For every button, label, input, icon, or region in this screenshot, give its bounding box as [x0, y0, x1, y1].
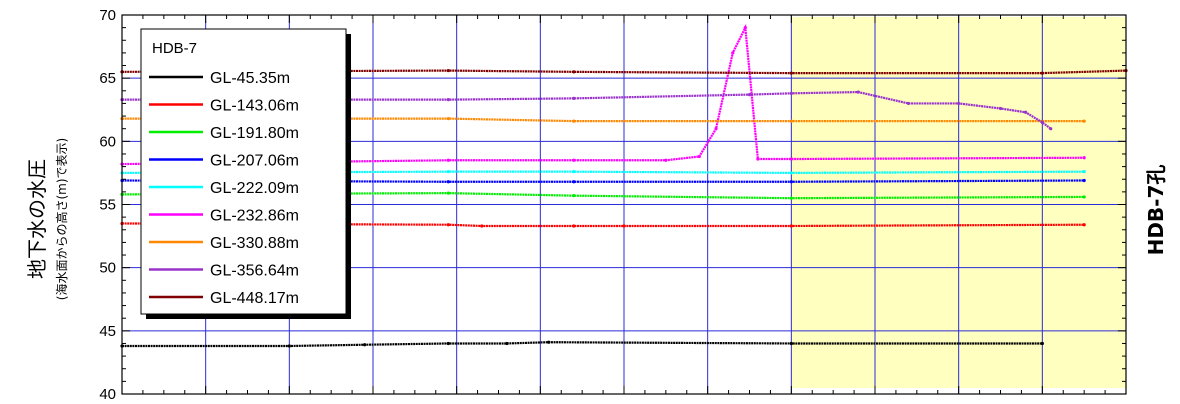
- data-point: [1082, 119, 1086, 123]
- data-point: [572, 194, 576, 198]
- data-point: [1040, 341, 1044, 346]
- data-point: [572, 119, 576, 123]
- data-point: [1082, 178, 1086, 183]
- data-point: [446, 68, 450, 73]
- data-point: [789, 180, 793, 184]
- data-point: [572, 180, 576, 184]
- legend-label: GL-448.17m: [210, 290, 299, 307]
- legend-item: GL-222.09m: [149, 180, 299, 197]
- series-GL-45.35m: [120, 340, 1044, 348]
- legend-label: GL-191.80m: [210, 125, 299, 142]
- data-point: [446, 158, 450, 162]
- data-point: [1040, 120, 1044, 124]
- legend-item: GL-356.64m: [149, 263, 299, 280]
- legend-title: HDB-7: [152, 40, 197, 57]
- data-point: [446, 341, 450, 346]
- data-point: [856, 90, 860, 94]
- data-point: [664, 158, 668, 162]
- series-line: [122, 90, 1052, 130]
- data-point: [446, 98, 450, 102]
- data-point: [789, 157, 793, 161]
- legend-label: GL-330.88m: [210, 235, 299, 252]
- data-point: [446, 223, 450, 227]
- data-point: [789, 196, 793, 200]
- data-point: [789, 341, 793, 346]
- legend-item: GL-448.17m: [149, 290, 299, 307]
- data-point: [789, 224, 793, 228]
- y-tick-label: 50: [99, 260, 116, 277]
- legend-item: GL-143.06m: [149, 98, 299, 115]
- data-point: [572, 96, 576, 100]
- legend-item: GL-191.80m: [149, 125, 299, 142]
- series-line: [121, 69, 1127, 75]
- data-point: [572, 70, 576, 74]
- data-point: [1082, 195, 1086, 199]
- data-point: [1082, 170, 1086, 174]
- data-point: [957, 101, 961, 106]
- y-tick-label: 55: [99, 197, 116, 214]
- legend-item: GL-330.88m: [149, 235, 299, 252]
- legend: HDB-7 GL-45.35m GL-143.06m GL-191.80m GL-20…: [140, 28, 351, 319]
- data-point: [480, 224, 484, 228]
- data-point: [1082, 223, 1086, 227]
- data-point: [446, 116, 450, 121]
- y-axis-label: 地下水の水圧: [25, 159, 49, 279]
- data-point: [1024, 110, 1028, 114]
- data-point: [287, 344, 291, 348]
- legend-item: GL-45.35m: [149, 70, 290, 87]
- y-tick-labels: 40 45 50 55 60 65 70: [99, 7, 116, 403]
- data-point: [789, 171, 793, 175]
- legend-label: GL-232.86m: [210, 208, 299, 225]
- legend-item: GL-232.86m: [149, 208, 299, 225]
- legend-label: GL-207.06m: [210, 153, 299, 170]
- series-GL-232.86m: [120, 23, 1086, 166]
- y-tick-label: 45: [99, 323, 116, 340]
- series-GL-356.64m: [120, 90, 1053, 131]
- y-tick-label: 40: [99, 386, 116, 403]
- data-point: [697, 154, 701, 159]
- data-point: [731, 51, 735, 55]
- legend-label: GL-143.06m: [210, 98, 299, 115]
- data-point: [906, 101, 911, 106]
- data-point: [572, 158, 576, 162]
- y-tick-label: 60: [99, 133, 116, 150]
- axis-ticks: [121, 14, 1127, 395]
- data-point: [1049, 127, 1053, 131]
- data-point: [789, 71, 793, 75]
- data-point: [363, 343, 367, 347]
- data-point: [743, 26, 747, 30]
- data-point: [714, 127, 718, 131]
- data-point: [998, 106, 1003, 111]
- data-point: [756, 157, 760, 161]
- data-point: [622, 224, 626, 228]
- data-point: [572, 170, 576, 174]
- data-point: [1082, 156, 1086, 160]
- data-point: [446, 191, 450, 195]
- data-point: [446, 180, 450, 184]
- y-axis-sublabel: (海水面からの高さ(m)で表示): [54, 138, 69, 300]
- legend-label: GL-222.09m: [210, 180, 299, 197]
- data-point: [572, 224, 576, 228]
- y-tick-label: 70: [99, 7, 116, 24]
- data-point: [547, 340, 551, 344]
- y-tick-label: 65: [99, 70, 116, 87]
- data-point: [789, 91, 793, 95]
- data-point: [446, 170, 450, 174]
- legend-label: GL-45.35m: [210, 70, 290, 87]
- legend-label: GL-356.64m: [210, 263, 299, 280]
- data-point: [1040, 71, 1044, 75]
- data-point: [505, 341, 509, 346]
- legend-item: GL-207.06m: [149, 153, 299, 170]
- data-point: [747, 92, 752, 97]
- borehole-label: HDB-7孔: [1144, 165, 1168, 256]
- data-point: [789, 119, 793, 123]
- series-line: [122, 341, 1043, 348]
